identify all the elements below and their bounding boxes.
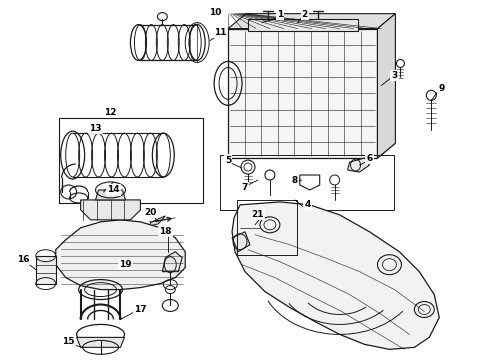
Polygon shape [150, 216, 165, 226]
Bar [220, 155, 394, 210]
Polygon shape [347, 158, 369, 172]
Polygon shape [232, 202, 439, 349]
Polygon shape [377, 14, 395, 158]
Polygon shape [232, 232, 250, 252]
Bar [36, 256, 56, 284]
Text: 21: 21 [252, 210, 264, 219]
Polygon shape [228, 143, 395, 158]
Polygon shape [56, 220, 185, 289]
Text: 12: 12 [104, 108, 117, 117]
Text: 13: 13 [89, 124, 102, 133]
Text: 1: 1 [277, 10, 283, 19]
Bar [59, 118, 203, 203]
Text: 6: 6 [367, 154, 372, 163]
Bar [248, 19, 358, 31]
Text: 2: 2 [302, 10, 308, 19]
Bar [237, 200, 297, 255]
Polygon shape [162, 252, 182, 272]
Text: 16: 16 [17, 255, 29, 264]
Text: 19: 19 [119, 260, 132, 269]
Text: 4: 4 [305, 201, 311, 210]
Text: 14: 14 [107, 185, 120, 194]
Polygon shape [81, 200, 141, 220]
Text: 11: 11 [214, 28, 226, 37]
Text: 15: 15 [62, 337, 75, 346]
Polygon shape [96, 190, 125, 200]
Text: 7: 7 [242, 184, 248, 193]
Text: 9: 9 [438, 84, 444, 93]
Text: 8: 8 [292, 176, 298, 185]
Text: 10: 10 [209, 8, 221, 17]
Text: 18: 18 [159, 227, 171, 236]
Text: 3: 3 [392, 71, 397, 80]
Polygon shape [76, 337, 124, 347]
Text: 5: 5 [225, 156, 231, 165]
Polygon shape [228, 14, 395, 28]
Text: 17: 17 [134, 305, 147, 314]
Text: 20: 20 [144, 208, 156, 217]
Polygon shape [228, 28, 377, 158]
